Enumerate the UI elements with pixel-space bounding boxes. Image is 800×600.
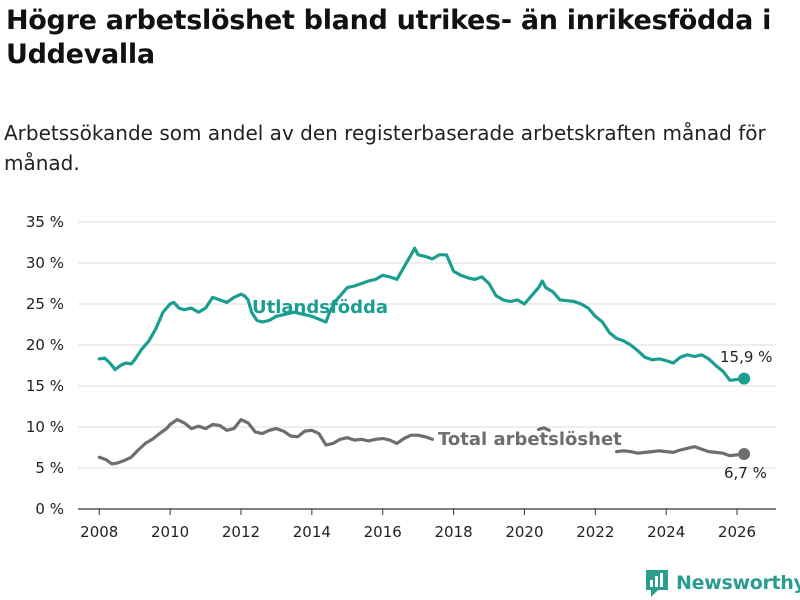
series-line-total [615,445,746,458]
y-tick-label: 15 % [26,377,64,395]
y-tick-label: 30 % [26,254,64,272]
series-line-utlandsfodda [97,246,746,382]
brand-logo: Newsworthy [644,568,800,598]
y-tick-label: 20 % [26,336,64,354]
x-tick-label: 2024 [647,523,685,541]
x-tick-label: 2022 [576,523,614,541]
chart-subtitle: Arbetssökande som andel av den registerb… [4,121,766,175]
series-end-marker [738,448,751,461]
end-label-utlandsfodda: 15,9 % [720,348,772,366]
y-tick-label: 0 % [35,500,64,518]
x-tick-label: 2018 [434,523,472,541]
newsworthy-logo-icon [646,570,668,597]
line-chart: 0 % 5 % 10 % 15 % 20 % 25 % 30 % 35 % 2008 2010 20… [26,213,776,541]
x-tick-label: 2020 [505,523,543,541]
chart-title: Högre arbetslöshet bland utrikes- än inr… [6,5,772,70]
x-tick-label: 2026 [718,523,756,541]
x-tick-label: 2010 [151,523,189,541]
end-label-total: 6,7 % [724,464,767,482]
x-tick-label: 2014 [293,523,331,541]
x-tick-label: 2012 [222,523,260,541]
series-end-marker [738,372,751,385]
series-line-total [537,426,551,432]
series-label-utlandsfodda: Utlandsfödda [252,297,388,318]
y-tick-label: 5 % [35,459,64,477]
x-tick-label: 2016 [364,523,402,541]
y-tick-label: 35 % [26,213,64,231]
y-tick-label: 25 % [26,295,64,313]
series-line-total [97,418,434,466]
x-tick-label: 2008 [80,523,118,541]
series-label-total: Total arbetslöshet [438,429,622,450]
brand-name: Newsworthy [676,572,800,594]
y-tick-label: 10 % [26,418,64,436]
